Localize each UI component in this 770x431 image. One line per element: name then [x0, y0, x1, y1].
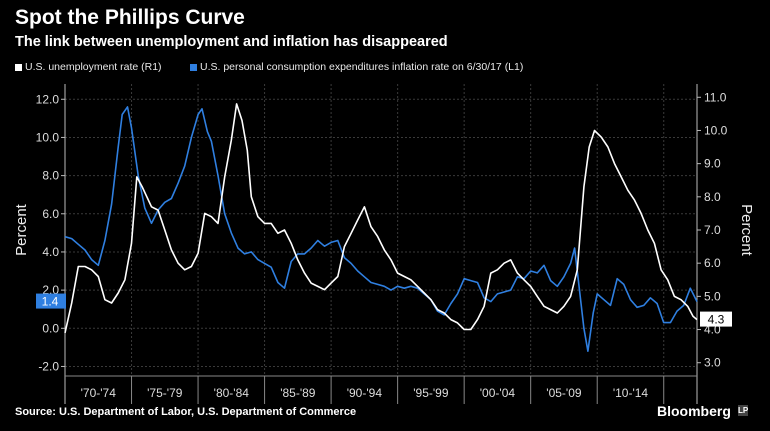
- legend-label-inflation: U.S. personal consumption expenditures i…: [200, 61, 524, 73]
- left-axis-title: Percent: [13, 203, 30, 256]
- left-tick-label: 12.0: [36, 92, 60, 106]
- legend-swatch-inflation: [190, 63, 197, 71]
- legend-item-inflation: U.S. personal consumption expenditures i…: [190, 60, 523, 74]
- right-tick-label: 8.0: [704, 190, 721, 204]
- x-tick-label: '05-'09: [546, 386, 582, 400]
- left-tick-label: 8.0: [42, 169, 59, 183]
- right-tick-label: 7.0: [704, 223, 721, 237]
- right-tick-label: 9.0: [704, 157, 721, 171]
- x-tick-label: '10-'14: [613, 386, 649, 400]
- x-tick-label: '85-'89: [280, 386, 316, 400]
- left-tick-label: -2.0: [38, 359, 59, 373]
- right-tick-label: 6.0: [704, 256, 721, 270]
- legend-label-unemployment: U.S. unemployment rate (R1): [25, 61, 162, 73]
- unemployment-series-line: [64, 103, 698, 334]
- left-tick-label: 10.0: [36, 130, 60, 144]
- right-tick-label: 11.0: [704, 90, 727, 104]
- left-tick-label: 4.0: [42, 245, 59, 259]
- left-tick-label: 6.0: [42, 207, 59, 221]
- x-tick-label: '70-'74: [81, 386, 117, 400]
- x-tick-label: '75-'79: [147, 386, 183, 400]
- chart-subtitle: The link between unemployment and inflat…: [15, 34, 448, 50]
- inflation-series-line: [64, 106, 698, 352]
- right-tick-label: 10.0: [704, 123, 728, 137]
- legend-item-unemployment: U.S. unemployment rate (R1): [15, 60, 162, 74]
- source-note: Source: U.S. Department of Labor, U.S. D…: [15, 406, 357, 418]
- brand-mark-icon: LP: [738, 405, 749, 416]
- x-tick-label: '90-'94: [347, 386, 383, 400]
- inflation-last-value-label: 1.4: [42, 295, 59, 309]
- x-tick-label: '95-'99: [413, 386, 449, 400]
- left-tick-label: 0.0: [42, 321, 59, 335]
- x-tick-label: '00-'04: [480, 386, 516, 400]
- unemployment-last-value-badge: [700, 311, 732, 327]
- unemployment-last-value-label: 4.3: [708, 313, 725, 327]
- brand-logo: Bloomberg: [657, 403, 731, 419]
- legend-swatch-unemployment: [15, 63, 22, 71]
- chart-title: Spot the Phillips Curve: [15, 6, 245, 29]
- right-tick-label: 5.0: [704, 289, 721, 303]
- right-axis-title: Percent: [738, 204, 755, 257]
- inflation-last-value-badge: [36, 293, 66, 309]
- right-tick-label: 3.0: [704, 356, 721, 370]
- x-tick-label: '80-'84: [214, 386, 250, 400]
